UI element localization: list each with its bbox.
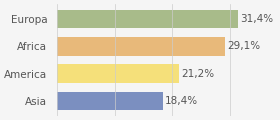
Bar	[57, 64, 179, 83]
Text: 29,1%: 29,1%	[227, 41, 260, 51]
Bar	[57, 10, 238, 28]
Text: 18,4%: 18,4%	[165, 96, 199, 106]
Text: 21,2%: 21,2%	[181, 69, 214, 79]
Text: 31,4%: 31,4%	[240, 14, 273, 24]
Bar	[57, 37, 225, 56]
Bar	[57, 92, 163, 110]
